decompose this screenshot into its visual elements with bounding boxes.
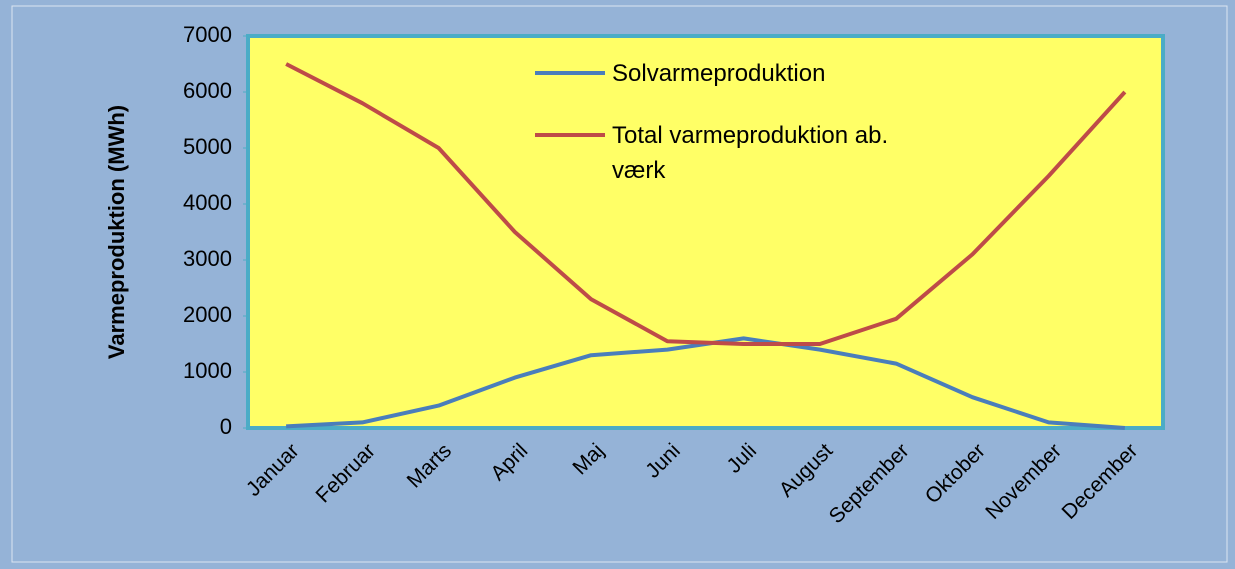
y-axis-title: Varmeproduktion (MWh): [104, 105, 129, 359]
y-tick-label: 1000: [183, 358, 232, 383]
y-tick-label: 5000: [183, 134, 232, 159]
legend-label: Solvarmeproduktion: [612, 60, 826, 87]
y-tick-label: 7000: [183, 22, 232, 47]
line: [285, 62, 1127, 346]
y-tick-label: 6000: [183, 78, 232, 103]
y-tick-label: 3000: [183, 246, 232, 271]
y-tick-label: 4000: [183, 190, 232, 215]
y-tick-label: 2000: [183, 302, 232, 327]
plot-area: [246, 34, 1165, 430]
chart-frame: [11, 5, 1228, 563]
legend-label: Total varmeproduktion ab. værk: [612, 122, 889, 184]
y-tick-label: 0: [220, 414, 232, 439]
